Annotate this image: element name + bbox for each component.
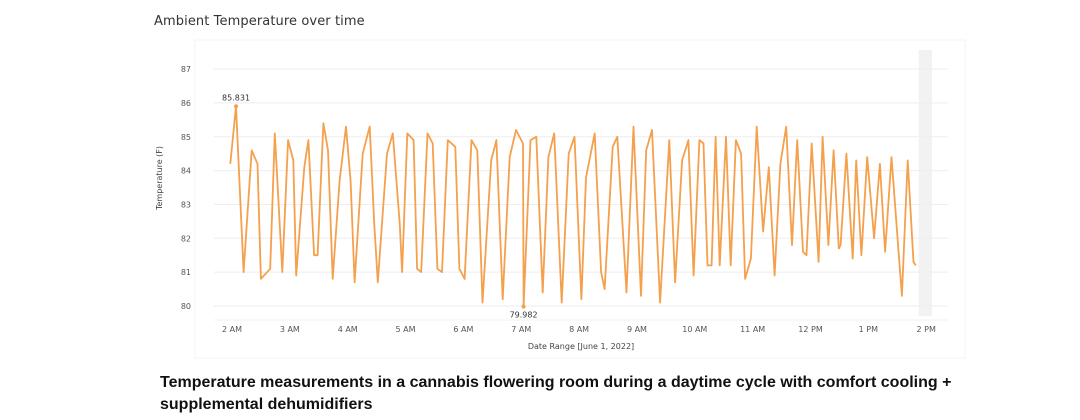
y-axis-label: Temperature (F) (155, 146, 164, 211)
y-tick-label: 85 (181, 133, 191, 142)
x-tick-label: 1 PM (859, 325, 878, 334)
x-tick-label: 9 AM (627, 325, 647, 334)
x-tick-label: 10 AM (682, 325, 707, 334)
x-axis-label: Date Range [June 1, 2022] (528, 342, 634, 351)
chart-title: Ambient Temperature over time (154, 14, 365, 29)
annotation-label: 85.831 (222, 93, 250, 102)
x-tick-label: 4 AM (338, 325, 358, 334)
x-tick-label: 3 AM (280, 325, 300, 334)
x-tick-label: 5 AM (396, 325, 416, 334)
y-tick-label: 82 (181, 234, 191, 243)
series-line-temperature (229, 105, 917, 308)
x-tick-label: 11 AM (740, 325, 765, 334)
y-tick-label: 86 (181, 99, 191, 108)
annotation-point (521, 304, 526, 309)
x-tick-label: 8 AM (569, 325, 589, 334)
x-tick-label: 2 AM (222, 325, 242, 334)
chart-panel (194, 39, 966, 359)
x-tick-label: 7 AM (511, 325, 531, 334)
x-tick-label: 6 AM (453, 325, 473, 334)
highlight-band (918, 50, 932, 316)
figure-caption: Temperature measurements in a cannabis f… (160, 374, 952, 413)
annotation-point (234, 104, 239, 109)
temperature-line-chart: 85.831 79.982 80 81 82 83 84 85 86 87 2 AM 3 AM 4 … (155, 39, 966, 359)
y-tick-label: 83 (181, 200, 191, 209)
x-tick-label: 2 PM (917, 325, 936, 334)
y-tick-label: 84 (181, 167, 191, 176)
y-tick-label: 81 (181, 268, 191, 277)
annotation-label: 79.982 (510, 311, 538, 320)
x-tick-label: 12 PM (798, 325, 823, 334)
y-tick-label: 80 (181, 302, 191, 311)
y-tick-label: 87 (181, 65, 191, 74)
